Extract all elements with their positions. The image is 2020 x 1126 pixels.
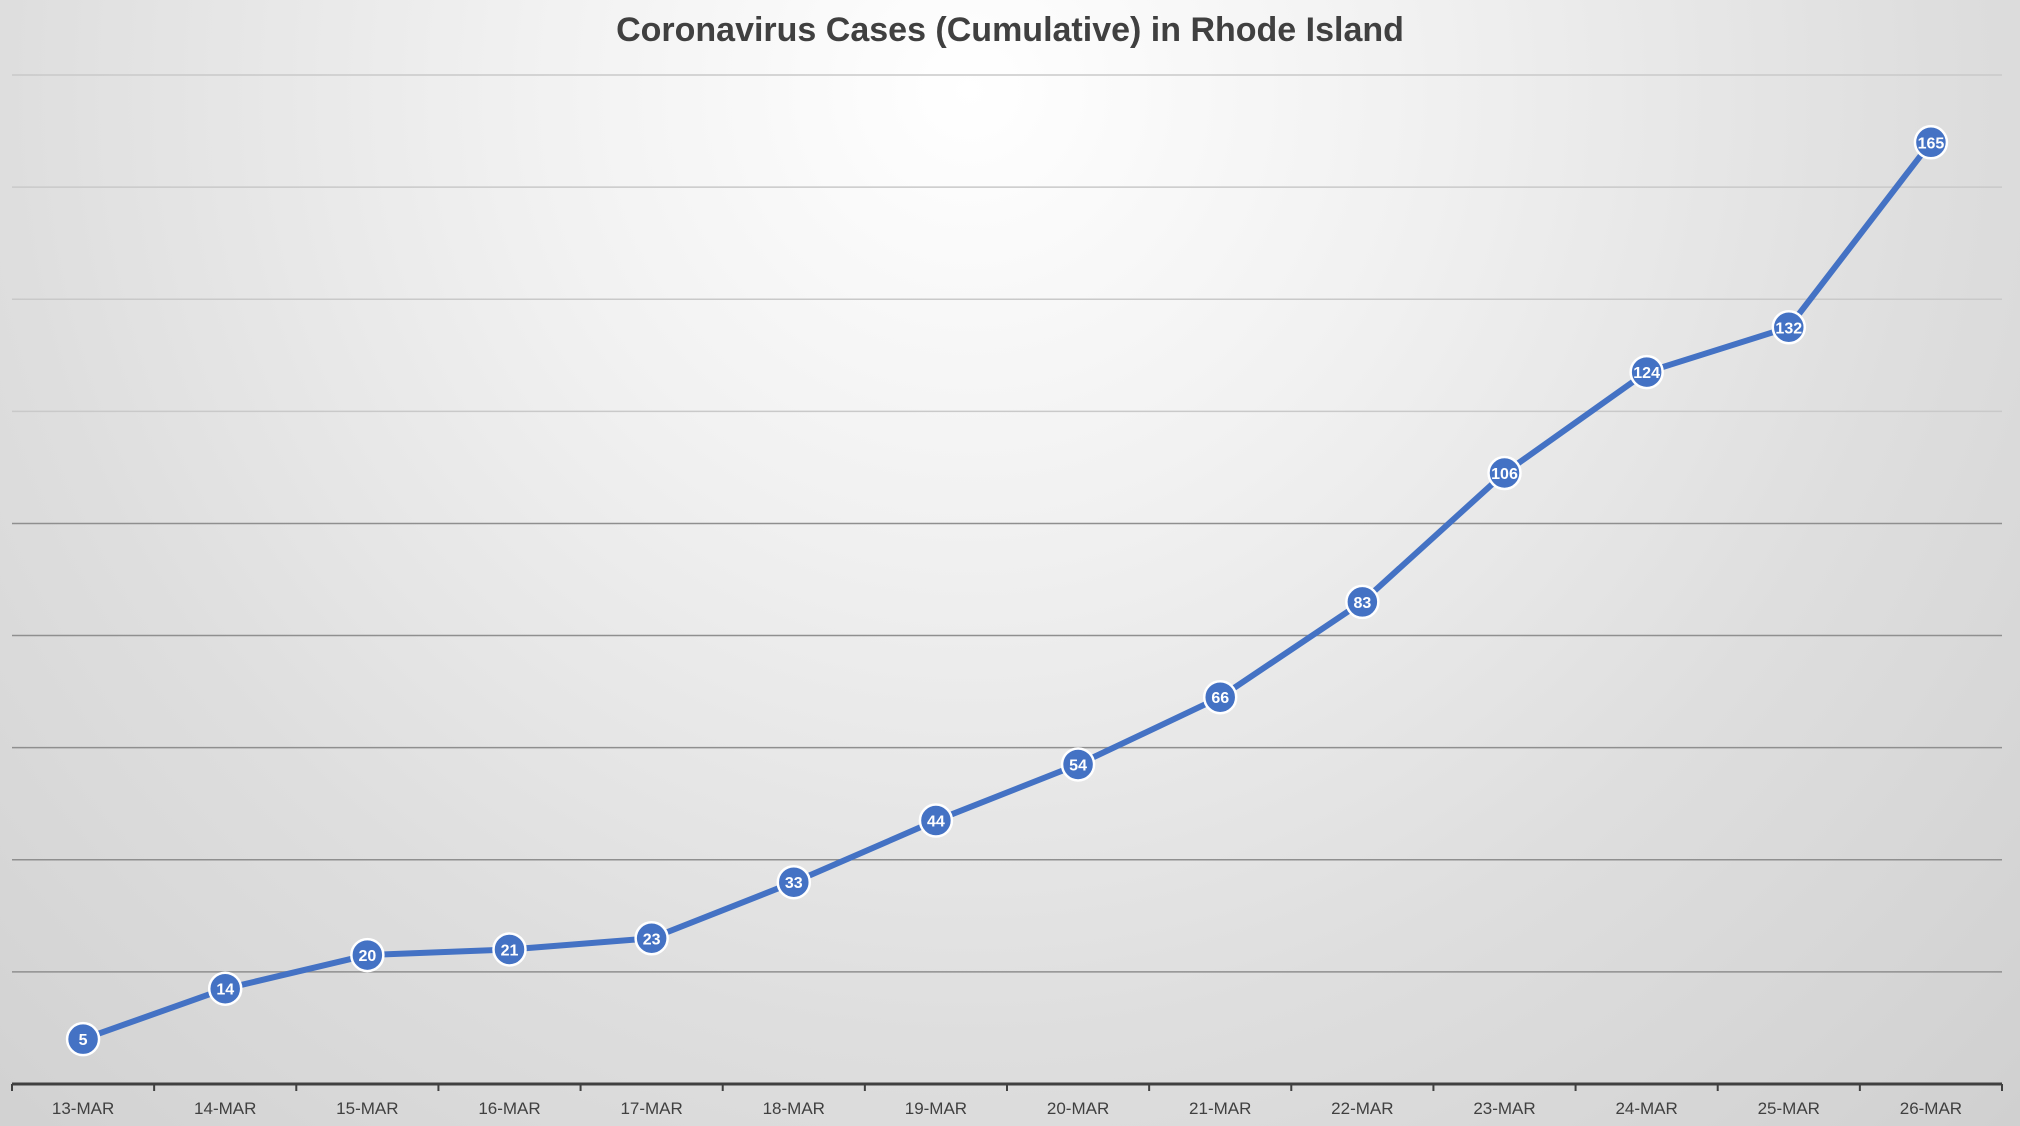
x-tick-label: 13-MAR (52, 1099, 114, 1118)
x-tick-label: 14-MAR (194, 1099, 256, 1118)
data-point (1345, 584, 1380, 620)
data-label: 5 (79, 1032, 88, 1049)
gridlines (12, 74, 2002, 973)
data-label: 54 (1069, 757, 1087, 774)
x-axis: 13-MAR 14-MAR 15-MAR 16-MAR 17-MAR 18-MAR 19-M… (11, 1082, 2003, 1118)
chart-title: Coronavirus Cases (Cumulative) in Rhode … (616, 11, 1404, 49)
data-label: 23 (643, 931, 661, 948)
x-tick-label: 21-MAR (1189, 1099, 1251, 1118)
data-labels: 5 14 20 21 23 33 44 54 66 83 106 124 132 165 (79, 135, 1945, 1049)
data-label: 83 (1353, 595, 1371, 612)
data-label: 66 (1211, 690, 1229, 707)
data-label: 14 (216, 982, 234, 999)
data-point (1771, 310, 1807, 345)
data-point (350, 937, 385, 973)
data-label: 132 (1775, 320, 1802, 337)
data-label: 21 (501, 942, 519, 959)
data-point (1629, 354, 1664, 390)
data-point (1487, 455, 1522, 491)
x-tick-label: 26-MAR (1900, 1099, 1962, 1118)
data-point (1913, 125, 1949, 160)
data-point (492, 932, 527, 967)
data-point (207, 971, 243, 1006)
data-point (65, 1021, 101, 1057)
x-tick-label: 23-MAR (1473, 1099, 1535, 1118)
data-point (1202, 679, 1238, 715)
series-line (80, 139, 1934, 1043)
data-label: 124 (1633, 365, 1660, 382)
x-tick-label: 22-MAR (1331, 1099, 1393, 1118)
data-point (634, 921, 669, 956)
x-tick-label: 24-MAR (1615, 1099, 1677, 1118)
data-point (776, 864, 812, 900)
data-point (918, 803, 954, 838)
series-layer (65, 125, 1949, 1057)
x-tick-label: 17-MAR (620, 1099, 682, 1118)
data-point (1060, 747, 1096, 782)
x-tick-label: 20-MAR (1047, 1099, 1109, 1118)
x-tick-label: 18-MAR (763, 1099, 825, 1118)
data-label: 106 (1491, 466, 1518, 483)
x-tick-label: 19-MAR (905, 1099, 967, 1118)
x-tick-label: 15-MAR (336, 1099, 398, 1118)
data-label: 33 (785, 875, 803, 892)
x-tick-label: 16-MAR (478, 1099, 540, 1118)
data-label: 20 (358, 948, 376, 965)
data-label: 44 (927, 814, 945, 831)
data-label: 165 (1918, 135, 1945, 152)
x-tick-label: 25-MAR (1758, 1099, 1820, 1118)
